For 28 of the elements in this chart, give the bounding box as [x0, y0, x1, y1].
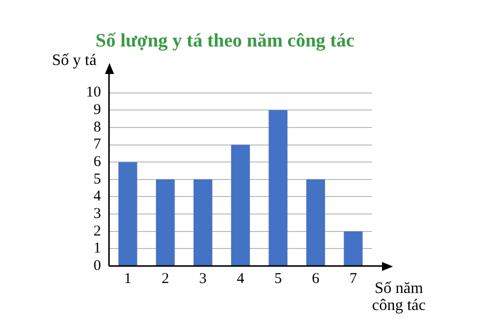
y-tick-label: 5 — [94, 171, 101, 188]
x-tick-label: 6 — [312, 270, 320, 287]
bar — [194, 179, 212, 266]
x-tick-label: 5 — [274, 270, 282, 287]
x-tick-label: 4 — [236, 270, 245, 287]
y-tick-label: 6 — [94, 154, 102, 170]
y-tick-label: 1 — [94, 240, 101, 257]
y-axis-title: Số y tá — [52, 52, 96, 70]
y-tick-label: 10 — [86, 84, 101, 101]
bar — [344, 231, 363, 266]
x-axis-title: Số năm công tác — [372, 280, 426, 314]
y-tick-label: 3 — [94, 206, 101, 222]
y-tick-label: 7 — [94, 136, 102, 153]
y-tick-label: 0 — [94, 258, 101, 274]
chart-title: Số lượng y tá theo năm công tác — [96, 30, 354, 52]
y-tick-label: 8 — [94, 119, 101, 136]
y-tick-label: 2 — [94, 223, 101, 240]
bar — [231, 144, 250, 266]
y-tick-label: 9 — [94, 102, 101, 118]
x-tick-label: 3 — [199, 270, 207, 287]
x-tick-label: 1 — [124, 270, 132, 287]
bar — [118, 162, 138, 266]
x-tick-label: 7 — [349, 270, 358, 287]
bar — [156, 179, 175, 266]
bar — [268, 110, 288, 266]
bar — [306, 179, 326, 266]
y-tick-label: 4 — [94, 188, 102, 205]
x-tick-label: 2 — [162, 270, 170, 287]
